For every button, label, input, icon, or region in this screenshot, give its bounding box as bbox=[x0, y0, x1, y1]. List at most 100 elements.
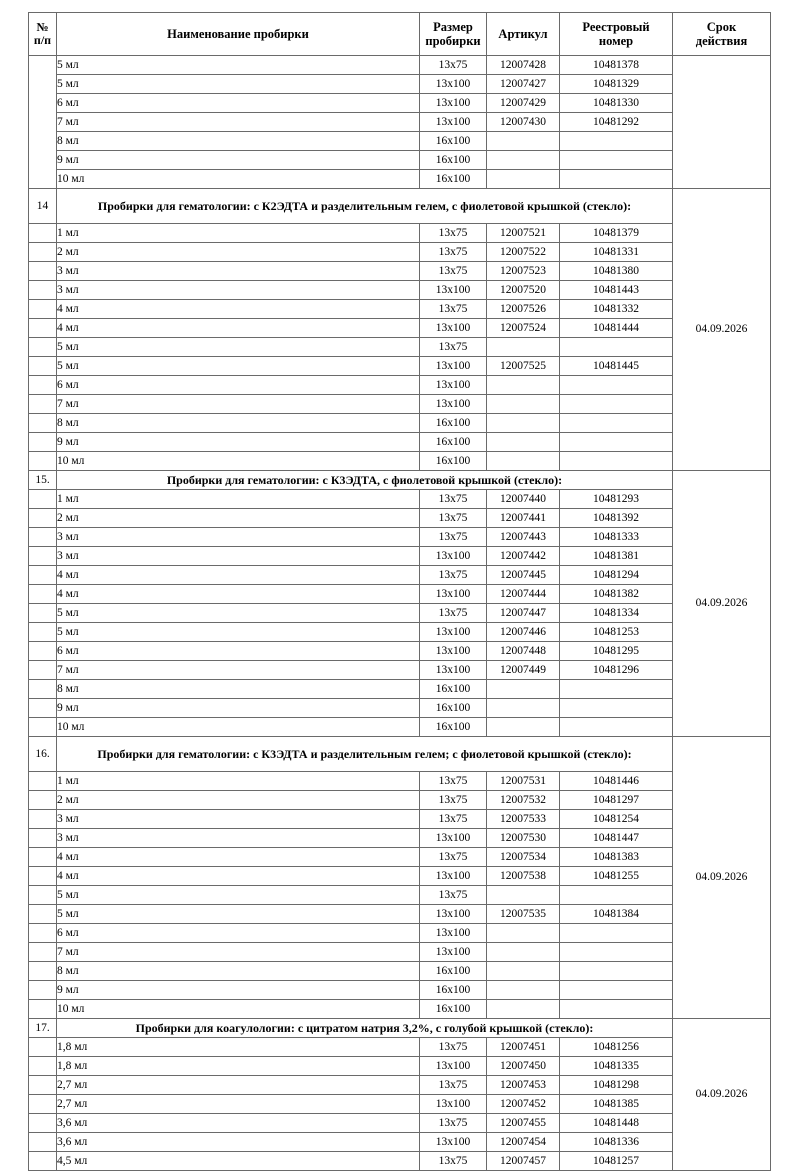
registry-number-cell: 10481378 bbox=[559, 55, 673, 75]
table-row: 5 мл 13x100 12007525 10481445 bbox=[28, 356, 771, 376]
registry-number-cell: 10481446 bbox=[559, 771, 673, 791]
row-number-cell bbox=[28, 223, 57, 243]
tube-size-cell: 13x75 bbox=[419, 242, 487, 262]
document-page: № п/п Наименование пробирки Размер проби… bbox=[28, 12, 771, 1171]
article-cell: 12007440 bbox=[486, 489, 560, 509]
table-row: 10 мл 16x100 bbox=[28, 999, 771, 1019]
row-number-cell bbox=[28, 1113, 57, 1133]
section-number bbox=[28, 55, 57, 189]
validity-date-cell: 04.09.2026 bbox=[672, 470, 771, 737]
registry-number-cell: 10481443 bbox=[559, 280, 673, 300]
tube-name-cell: 2 мл bbox=[56, 242, 420, 262]
tube-size-cell: 13x100 bbox=[419, 546, 487, 566]
column-header-name: Наименование пробирки bbox=[56, 12, 420, 56]
article-cell: 12007442 bbox=[486, 546, 560, 566]
table-row: 10 мл 16x100 bbox=[28, 451, 771, 471]
registry-number-cell: 10481444 bbox=[559, 318, 673, 338]
tube-name-cell: 2 мл bbox=[56, 508, 420, 528]
table-row: 7 мл 13x100 12007449 10481296 bbox=[28, 660, 771, 680]
article-cell: 12007449 bbox=[486, 660, 560, 680]
article-cell: 12007455 bbox=[486, 1113, 560, 1133]
tube-name-cell: 5 мл bbox=[56, 356, 420, 376]
tube-name-cell: 1 мл bbox=[56, 223, 420, 243]
tube-name-cell: 10 мл bbox=[56, 451, 420, 471]
table-row: 1,8 мл 13x100 12007450 10481335 bbox=[28, 1056, 771, 1076]
table-row: 10 мл 16x100 bbox=[29, 169, 771, 189]
tube-name-cell: 10 мл bbox=[56, 717, 420, 737]
tube-name-cell: 3 мл bbox=[56, 546, 420, 566]
tube-size-cell: 16x100 bbox=[419, 679, 487, 699]
row-number-cell bbox=[28, 394, 57, 414]
tube-size-cell: 13x100 bbox=[419, 622, 487, 642]
validity-date-cell bbox=[672, 55, 771, 189]
tube-size-cell: 13x75 bbox=[419, 565, 487, 585]
table-row: 9 мл 16x100 bbox=[29, 150, 771, 170]
table-row: 8 мл 16x100 bbox=[29, 131, 771, 151]
tube-size-cell: 16x100 bbox=[419, 169, 487, 189]
tube-name-cell: 1,8 мл bbox=[56, 1037, 420, 1057]
section-number: 14 bbox=[28, 188, 57, 224]
tube-name-cell: 4 мл bbox=[56, 299, 420, 319]
article-cell bbox=[486, 679, 560, 699]
table-row: 3,6 мл 13x100 12007454 10481336 bbox=[28, 1132, 771, 1152]
registry-number-cell: 10481294 bbox=[559, 565, 673, 585]
tube-size-cell: 13x100 bbox=[419, 74, 487, 94]
table-row: 4 мл 13x100 12007444 10481382 bbox=[28, 584, 771, 604]
article-cell: 12007441 bbox=[486, 508, 560, 528]
tube-name-cell: 8 мл bbox=[56, 413, 420, 433]
row-number-cell bbox=[28, 565, 57, 585]
tube-name-cell: 4,5 мл bbox=[56, 1151, 420, 1171]
table-row: 5 мл 13x100 12007446 10481253 bbox=[28, 622, 771, 642]
validity-date-cell: 04.09.2026 bbox=[672, 1018, 771, 1171]
tube-name-cell: 1 мл bbox=[56, 771, 420, 791]
article-cell: 12007450 bbox=[486, 1056, 560, 1076]
table-row: 2 мл 13x75 12007532 10481297 bbox=[28, 790, 771, 810]
column-header-size-line1: Размер bbox=[433, 20, 473, 34]
section-number: 15. bbox=[28, 470, 57, 490]
row-number-cell bbox=[28, 904, 57, 924]
table-row: 1 мл 13x75 12007440 10481293 bbox=[28, 489, 771, 509]
article-cell: 12007525 bbox=[486, 356, 560, 376]
tube-name-cell: 4 мл bbox=[56, 318, 420, 338]
table-row: 7 мл 13x100 bbox=[28, 942, 771, 962]
article-cell bbox=[486, 169, 560, 189]
table-row: 1 мл 13x75 12007521 10481379 bbox=[28, 223, 771, 243]
tube-name-cell: 3 мл bbox=[56, 828, 420, 848]
tube-size-cell: 13x75 bbox=[419, 603, 487, 623]
article-cell bbox=[486, 980, 560, 1000]
article-cell: 12007451 bbox=[486, 1037, 560, 1057]
tube-name-cell: 7 мл bbox=[56, 112, 420, 132]
tube-size-cell: 13x75 bbox=[419, 1075, 487, 1095]
table-row: 5 мл 13x75 12007447 10481334 bbox=[28, 603, 771, 623]
tube-size-cell: 13x75 bbox=[419, 337, 487, 357]
tube-name-cell: 3 мл bbox=[56, 527, 420, 547]
article-cell: 12007532 bbox=[486, 790, 560, 810]
tube-name-cell: 4 мл bbox=[56, 866, 420, 886]
row-number-cell bbox=[28, 337, 57, 357]
table-row: 3,6 мл 13x75 12007455 10481448 bbox=[28, 1113, 771, 1133]
tube-name-cell: 4 мл bbox=[56, 584, 420, 604]
table-row: 8 мл 16x100 bbox=[28, 679, 771, 699]
table-row: 4 мл 13x100 12007524 10481444 bbox=[28, 318, 771, 338]
tube-size-cell: 13x75 bbox=[419, 1037, 487, 1057]
tube-size-cell: 13x75 bbox=[419, 809, 487, 829]
tube-size-cell: 13x100 bbox=[419, 942, 487, 962]
registry-number-cell: 10481255 bbox=[559, 866, 673, 886]
row-number-cell bbox=[28, 1056, 57, 1076]
row-number-cell bbox=[28, 717, 57, 737]
registry-number-cell bbox=[559, 717, 673, 737]
tube-size-cell: 16x100 bbox=[419, 698, 487, 718]
section-number: 16. bbox=[28, 736, 57, 772]
row-number-cell bbox=[28, 1132, 57, 1152]
table-row: 7 мл 13x100 12007430 10481292 bbox=[29, 112, 771, 132]
article-cell bbox=[486, 961, 560, 981]
tube-name-cell: 5 мл bbox=[56, 622, 420, 642]
tube-name-cell: 6 мл bbox=[56, 923, 420, 943]
article-cell: 12007534 bbox=[486, 847, 560, 867]
table-row: 5 мл 13x75 12007428 10481378 bbox=[28, 55, 771, 189]
registry-number-cell: 10481335 bbox=[559, 1056, 673, 1076]
registry-number-cell: 10481381 bbox=[559, 546, 673, 566]
table-row: 4 мл 13x75 12007445 10481294 bbox=[28, 565, 771, 585]
table-row: 6 мл 13x100 12007429 10481330 bbox=[29, 93, 771, 113]
column-header-size: Размер пробирки bbox=[419, 12, 487, 56]
